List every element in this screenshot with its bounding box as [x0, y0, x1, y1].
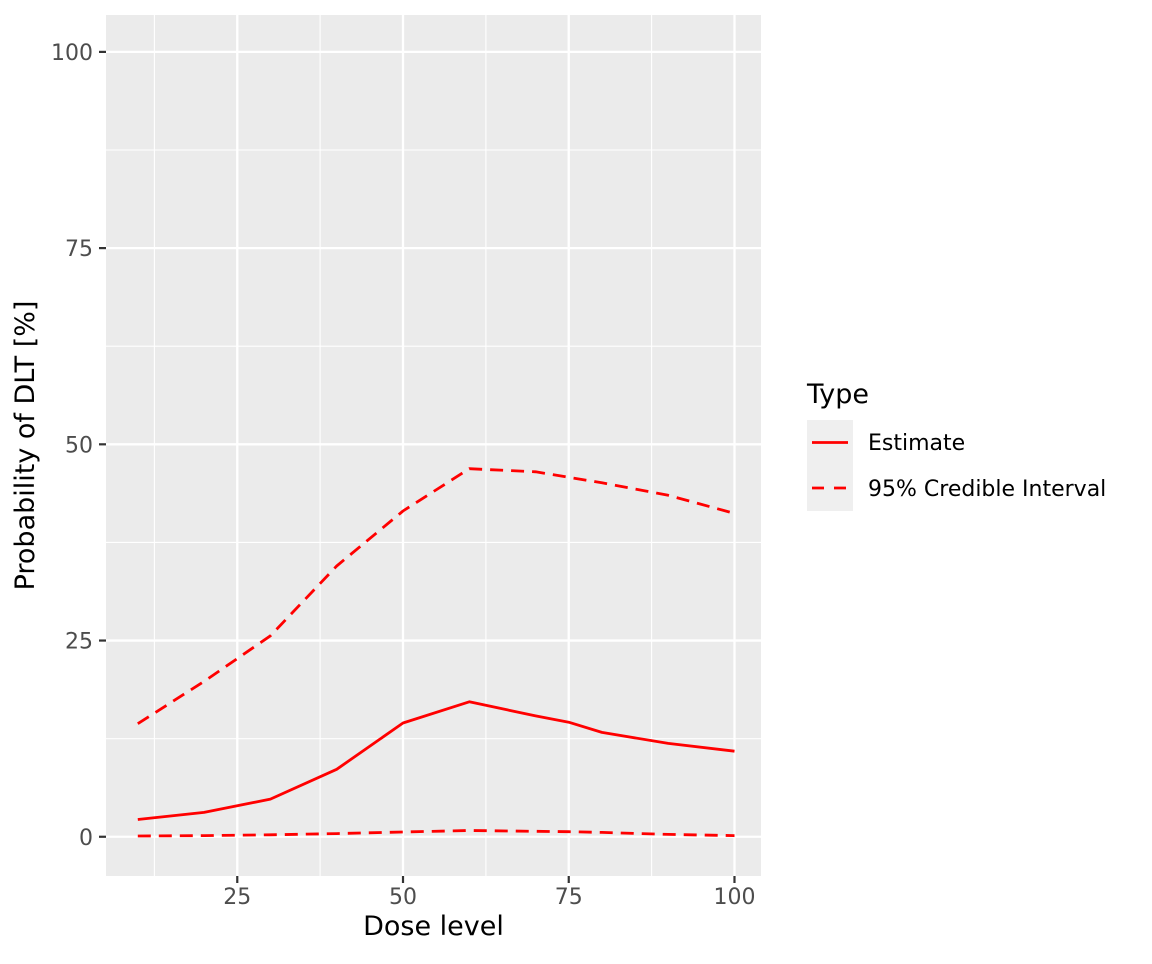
legend-label-estimate: Estimate [868, 431, 965, 456]
x-tick-label: 50 [389, 885, 417, 910]
x-tick-label: 25 [223, 885, 251, 910]
95-ci-upper-bound-line [137, 467, 735, 725]
panel-background [106, 15, 761, 876]
gridlines [106, 15, 761, 876]
legend-label-credible-interval: 95% Credible Interval [868, 477, 1106, 502]
y-axis-title: Probability of DLT [%] [10, 301, 41, 591]
data-series [137, 467, 735, 838]
95-ci-lower-bound-line [137, 829, 735, 838]
estimate-line [137, 700, 735, 821]
axis-tick-labels: 25 50 75 100 0 25 50 75 100 [51, 41, 755, 910]
y-tick-label: 75 [65, 237, 93, 262]
axis-ticks [99, 50, 736, 883]
legend-title: Type [806, 379, 869, 410]
y-tick-label: 100 [51, 41, 93, 66]
legend: Type Estimate 95% Credible Interval [806, 379, 1106, 511]
x-tick-label: 75 [555, 885, 583, 910]
x-axis-title: Dose level [363, 911, 504, 942]
y-tick-label: 0 [79, 826, 93, 851]
x-tick-label: 100 [713, 885, 755, 910]
y-tick-label: 25 [65, 630, 93, 655]
y-tick-label: 50 [65, 433, 93, 458]
